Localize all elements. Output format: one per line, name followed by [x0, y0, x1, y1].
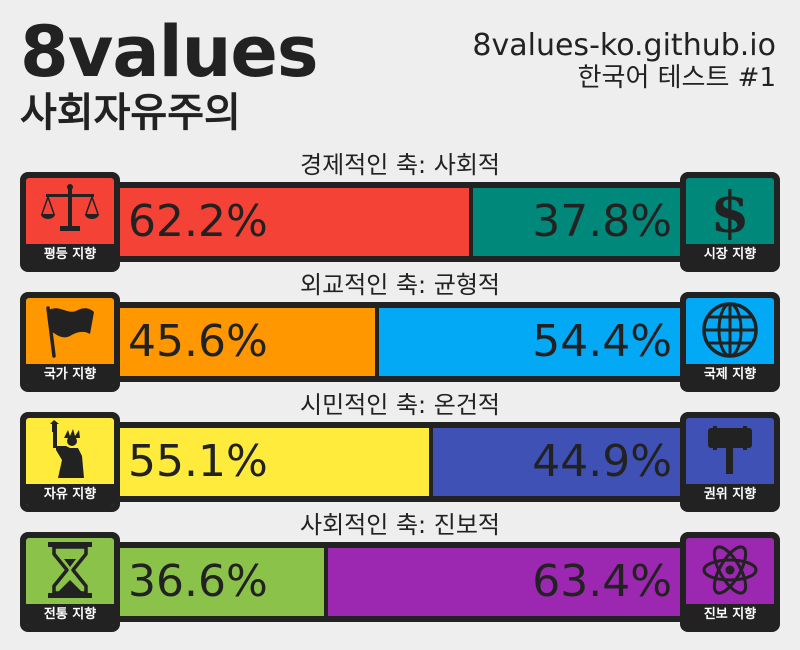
left-percent: 55.1%: [128, 436, 268, 487]
left-percent: 62.2%: [128, 196, 268, 247]
axis-label: 경제적인 축: 사회적: [300, 151, 500, 179]
left-segment: [118, 308, 375, 376]
progress-badge: 진보 지향: [680, 532, 780, 632]
badge-caption: 평등 지향: [26, 244, 114, 266]
right-percent: 63.4%: [532, 556, 672, 607]
scales-icon: [41, 184, 99, 231]
left-segment: [118, 428, 429, 496]
economic-axis: 경제적인 축: 사회적 62.2% 37.8% 평등 지향 $ 시장 지: [0, 150, 800, 285]
left-segment: [118, 548, 324, 616]
axis-bar: 55.1% 44.9%: [112, 422, 688, 502]
divider: [324, 548, 328, 616]
icon-tile: 권위 지향: [686, 418, 774, 506]
icon-tile: 국가 지향: [26, 298, 114, 386]
svg-text:$: $: [711, 180, 750, 240]
hourglass-icon: [48, 542, 92, 598]
diplomatic-axis: 외교적인 축: 균형적 45.6% 54.4% 국가 지향 국제 지향: [0, 270, 800, 405]
icon-tile: 전통 지향: [26, 538, 114, 626]
axis-label: 외교적인 축: 균형적: [300, 271, 500, 299]
right-segment: [328, 548, 682, 616]
badge-caption: 시장 지향: [686, 244, 774, 266]
icon-tile: 평등 지향: [26, 178, 114, 266]
badge-caption: 자유 지향: [26, 484, 114, 506]
badge-caption: 권위 지향: [686, 484, 774, 506]
badge-caption: 국제 지향: [686, 364, 774, 386]
civil-axis: 시민적인 축: 온건적 55.1% 44.9% 자유 지향: [0, 390, 800, 525]
icon-tile: $ 시장 지향: [686, 178, 774, 266]
right-segment: [433, 428, 682, 496]
icon-tile: 자유 지향: [26, 418, 114, 506]
site-url: 8values-ko.github.io: [472, 28, 776, 63]
divider: [375, 308, 379, 376]
liberty-badge: 자유 지향: [20, 412, 120, 512]
icon-tile: 국제 지향: [686, 298, 774, 386]
result-title: 8values: [20, 11, 319, 93]
badge-caption: 진보 지향: [686, 604, 774, 626]
axis-bar: 45.6% 54.4%: [112, 302, 688, 382]
equality-badge: 평등 지향: [20, 172, 120, 272]
tradition-badge: 전통 지향: [20, 532, 120, 632]
globe-badge: 국제 지향: [680, 292, 780, 392]
right-segment: [473, 188, 682, 256]
ideology-name: 사회자유주의: [20, 90, 241, 136]
globe-icon: [702, 302, 758, 358]
right-percent: 54.4%: [532, 316, 672, 367]
divider: [469, 188, 473, 256]
dollar-icon: $: [711, 180, 750, 240]
left-segment: [118, 188, 469, 256]
atom-icon: [702, 545, 758, 595]
axis-label: 시민적인 축: 온건적: [300, 391, 500, 419]
nation-badge: 국가 지향: [20, 292, 120, 392]
authority-badge: 권위 지향: [680, 412, 780, 512]
axis-label: 사회적인 축: 진보적: [300, 511, 500, 539]
left-percent: 45.6%: [128, 316, 268, 367]
right-percent: 44.9%: [532, 436, 672, 487]
badge-caption: 국가 지향: [26, 364, 114, 386]
test-edition: 한국어 테스트 #1: [577, 63, 776, 93]
market-badge: $ 시장 지향: [680, 172, 780, 272]
societal-axis: 사회적인 축: 진보적 36.6% 63.4% 전통 지향: [0, 510, 800, 645]
icon-tile: 진보 지향: [686, 538, 774, 626]
divider: [429, 428, 433, 496]
flag-icon: [46, 306, 94, 358]
axis-bar: 36.6% 63.4%: [112, 542, 688, 622]
left-percent: 36.6%: [128, 556, 268, 607]
right-percent: 37.8%: [532, 196, 672, 247]
axis-bar: 62.2% 37.8%: [112, 182, 688, 262]
liberty-icon: [50, 420, 84, 478]
badge-caption: 전통 지향: [26, 604, 114, 626]
right-segment: [379, 308, 682, 376]
gavel-icon: [708, 426, 752, 474]
